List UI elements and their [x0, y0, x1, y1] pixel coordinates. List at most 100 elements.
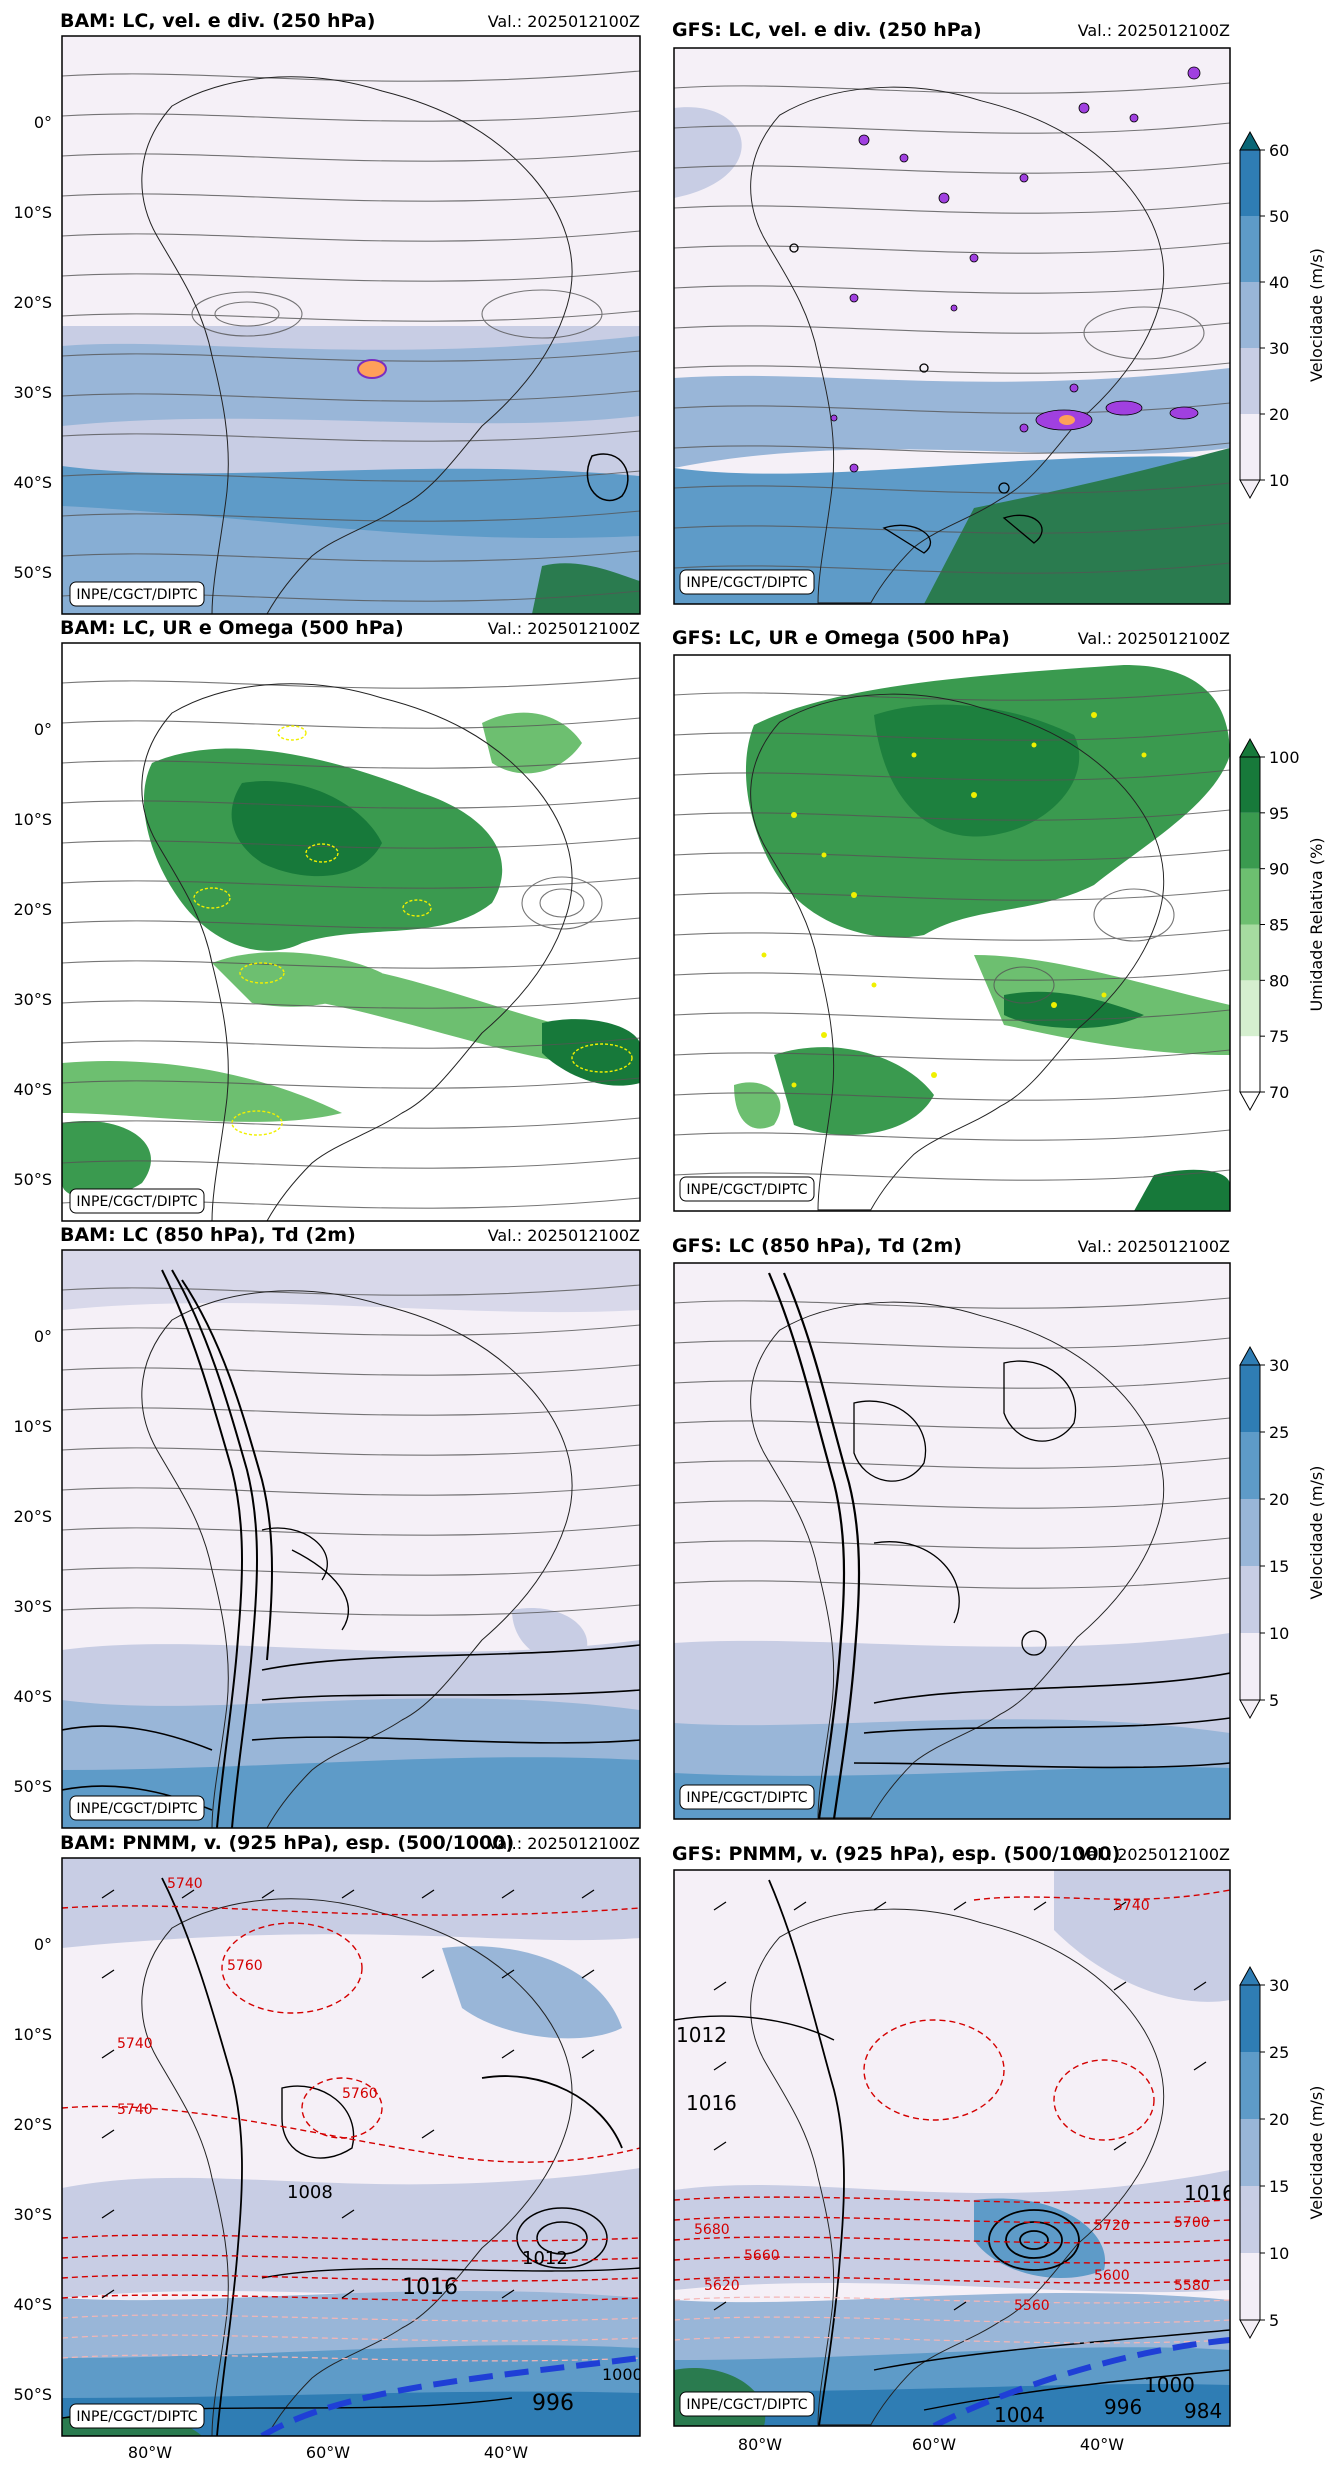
colorbar-1: 10 20 30 40 50 60 Velocidade (m/s): [1239, 130, 1326, 500]
colorbar-tick-label: 5: [1269, 1691, 1279, 1710]
colorbar-segment: [1240, 1633, 1260, 1700]
row-3: BAM: LC (850 hPa), Td (2m) Val.: 2025012…: [13, 1224, 1326, 1829]
bam-500-valid: Val.: 2025012100Z: [488, 619, 640, 638]
colorbar-extend-max: [1239, 1345, 1261, 1366]
colorbar-tick-label: 30: [1269, 1356, 1289, 1375]
row-1: BAM: LC, vel. e div. (250 hPa) Val.: 202…: [13, 10, 1326, 615]
colorbar-segment: [1240, 757, 1260, 813]
svg-text:20°S: 20°S: [13, 2115, 52, 2134]
svg-text:0°: 0°: [34, 1327, 52, 1346]
svg-text:1004: 1004: [994, 2403, 1045, 2427]
svg-text:5600: 5600: [1094, 2268, 1130, 2284]
svg-text:1016: 1016: [1184, 2181, 1235, 2205]
colorbar-extend-max: [1239, 1965, 1261, 1986]
bam-thickness-labels: 5740 5760 5740 5760 5740: [117, 1876, 378, 2118]
colorbar-tick-label: 70: [1269, 1083, 1289, 1102]
colorbar-tick-label: 40: [1269, 273, 1289, 292]
gfs-250-map: INPE/CGCT/DIPTC: [673, 47, 1231, 605]
colorbar-segment: [1240, 868, 1260, 925]
svg-text:30°S: 30°S: [13, 2205, 52, 2224]
bam-pnmm-map: 5740 5760 5740 5760 5740 1016 1012 1008 …: [13, 1857, 643, 2462]
gfs-500-credit: INPE/CGCT/DIPTC: [686, 1182, 807, 1198]
row-2: BAM: LC, UR e Omega (500 hPa) Val.: 2025…: [13, 617, 1326, 1222]
colorbar-tick-label: 75: [1269, 1027, 1289, 1046]
svg-text:996: 996: [532, 2391, 574, 2416]
colorbar-2: 70 75 80 85 90 95 100 Umidade Relativa (%): [1239, 737, 1326, 1112]
svg-text:30°S: 30°S: [13, 1597, 52, 1616]
svg-text:5760: 5760: [342, 2086, 378, 2102]
row-4: BAM: PNMM, v. (925 hPa), esp. (500/1000)…: [13, 1832, 1326, 2462]
svg-text:0°: 0°: [34, 113, 52, 132]
svg-text:984: 984: [1184, 2399, 1222, 2423]
colorbar-tick-label: 25: [1269, 2043, 1289, 2062]
colorbar-tick-label: 10: [1269, 2244, 1289, 2263]
svg-text:50°S: 50°S: [13, 563, 52, 582]
svg-text:5560: 5560: [1014, 2298, 1050, 2314]
gfs-250-title: GFS: LC, vel. e div. (250 hPa): [672, 19, 982, 41]
colorbar-tick-label: 20: [1269, 405, 1289, 424]
gfs-250-credit: INPE/CGCT/DIPTC: [686, 575, 807, 591]
colorbar-label: Velocidade (m/s): [1307, 1466, 1326, 1600]
colorbar-segment: [1240, 414, 1260, 480]
gfs-isobar-labels: 1012 1016 1016 1000 996 984 1004: [676, 2023, 1235, 2427]
bam-850-valid: Val.: 2025012100Z: [488, 1226, 640, 1245]
colorbar-segment: [1240, 2119, 1260, 2186]
svg-text:40°S: 40°S: [13, 473, 52, 492]
colorbar-tick-label: 80: [1269, 971, 1289, 990]
bam-500-credit: INPE/CGCT/DIPTC: [76, 1194, 197, 1210]
colorbar-segment: [1240, 812, 1260, 869]
gfs-pnmm-credit: INPE/CGCT/DIPTC: [686, 2397, 807, 2413]
gfs-500-map: INPE/CGCT/DIPTC: [673, 654, 1231, 1212]
svg-text:80°W: 80°W: [738, 2435, 782, 2454]
svg-text:1012: 1012: [522, 2248, 568, 2269]
svg-text:5700: 5700: [1174, 2215, 1210, 2231]
svg-text:5740: 5740: [117, 2102, 153, 2118]
gfs-850-credit: INPE/CGCT/DIPTC: [686, 1790, 807, 1806]
svg-text:1008: 1008: [287, 2182, 333, 2203]
bam-500-title: BAM: LC, UR e Omega (500 hPa): [60, 617, 404, 639]
colorbar-segment: [1240, 2052, 1260, 2119]
svg-text:0°: 0°: [34, 720, 52, 739]
colorbar-segment: [1240, 1432, 1260, 1499]
colorbar-segment: [1240, 2186, 1260, 2253]
svg-text:20°S: 20°S: [13, 1507, 52, 1526]
svg-text:40°S: 40°S: [13, 1687, 52, 1706]
svg-text:60°W: 60°W: [306, 2443, 350, 2462]
colorbar-3: 5 10 15 20 25 30 Velocidade (m/s): [1239, 1345, 1326, 1720]
colorbar-tick-label: 5: [1269, 2311, 1279, 2330]
svg-text:5580: 5580: [1174, 2278, 1210, 2294]
bam-pnmm-title: BAM: PNMM, v. (925 hPa), esp. (500/1000): [60, 1832, 514, 1854]
svg-text:30°S: 30°S: [13, 383, 52, 402]
colorbar-tick-label: 95: [1269, 804, 1289, 823]
colorbar-tick-label: 15: [1269, 2177, 1289, 2196]
colorbar-tick-label: 90: [1269, 860, 1289, 879]
bam-250-valid: Val.: 2025012100Z: [488, 12, 640, 31]
svg-text:10°S: 10°S: [13, 2025, 52, 2044]
colorbar-segment: [1240, 282, 1260, 348]
svg-text:50°S: 50°S: [13, 2385, 52, 2404]
colorbar-segment: [1240, 150, 1260, 216]
colorbar-extend-min: [1239, 1091, 1261, 1112]
svg-text:1000: 1000: [1144, 2373, 1195, 2397]
svg-text:5740: 5740: [1114, 1898, 1150, 1914]
svg-text:5740: 5740: [117, 2036, 153, 2052]
colorbar-extend-min: [1239, 479, 1261, 500]
gfs-pnmm-title: GFS: PNMM, v. (925 hPa), esp. (500/1000): [672, 1843, 1120, 1865]
svg-text:1000: 1000: [602, 2365, 643, 2384]
svg-text:5760: 5760: [227, 1958, 263, 1974]
bam-250-map: 0° 10°S 20°S 30°S 40°S 50°S INPE/CGCT/DI…: [13, 35, 641, 615]
svg-text:20°S: 20°S: [13, 293, 52, 312]
colorbar-tick-label: 85: [1269, 916, 1289, 935]
colorbar-tick-label: 15: [1269, 1557, 1289, 1576]
colorbar-tick-label: 10: [1269, 1624, 1289, 1643]
bam-500-map: 0° 10°S 20°S 30°S 40°S 50°S INPE/CGCT/DI…: [13, 642, 641, 1222]
svg-text:5660: 5660: [744, 2248, 780, 2264]
colorbar-extend-max: [1239, 737, 1261, 758]
bam-850-title: BAM: LC (850 hPa), Td (2m): [60, 1224, 356, 1246]
colorbar-extend-min: [1239, 2319, 1261, 2340]
gfs-250-valid: Val.: 2025012100Z: [1078, 21, 1230, 40]
svg-text:1016: 1016: [686, 2091, 737, 2115]
colorbar-segment: [1240, 1499, 1260, 1566]
svg-text:30°S: 30°S: [13, 990, 52, 1009]
